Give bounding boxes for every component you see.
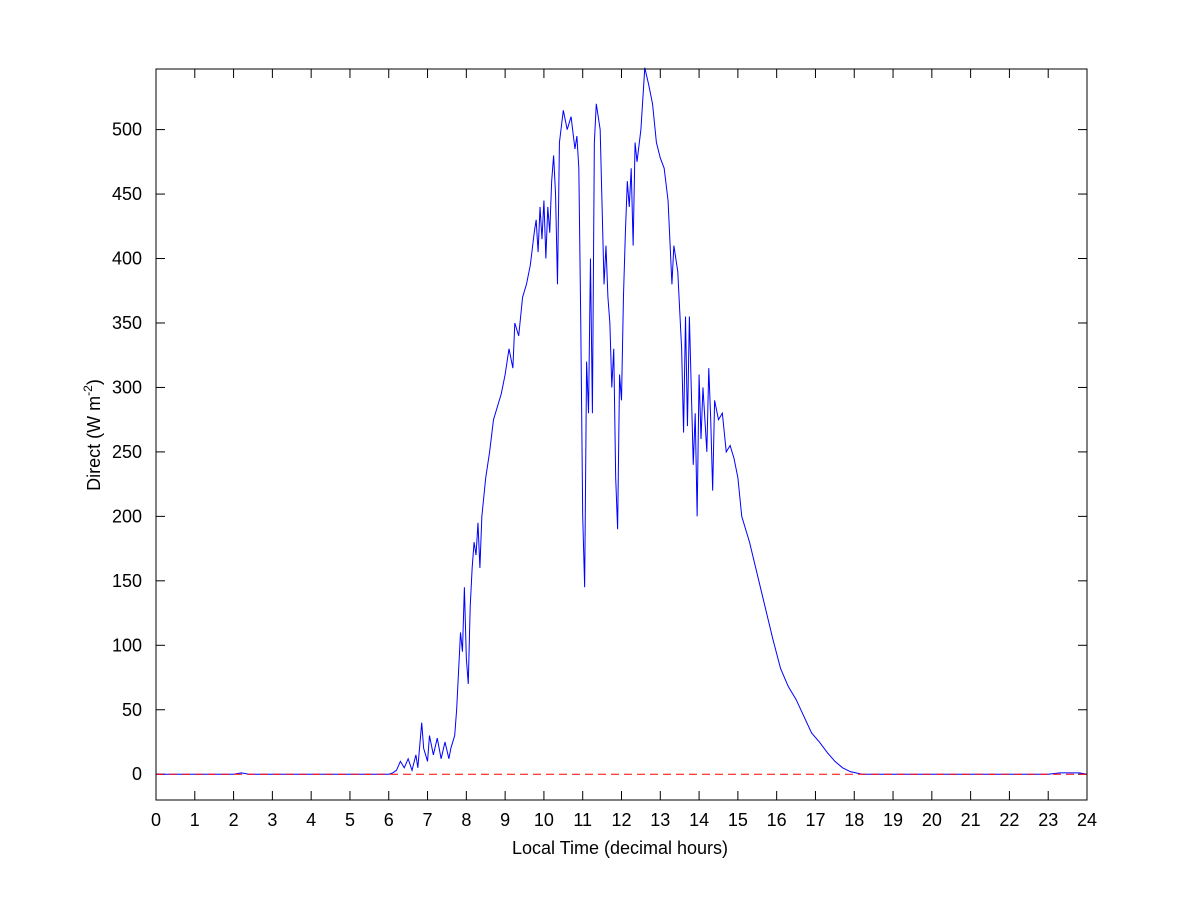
y-tick-label: 300 (112, 377, 142, 397)
x-tick-label: 23 (1038, 810, 1058, 830)
x-tick-label: 10 (534, 810, 554, 830)
y-tick-label: 100 (112, 635, 142, 655)
x-tick-label: 21 (961, 810, 981, 830)
x-tick-label: 19 (883, 810, 903, 830)
x-tick-label: 8 (461, 810, 471, 830)
y-tick-label: 350 (112, 313, 142, 333)
x-tick-label: 3 (267, 810, 277, 830)
y-tick-label: 500 (112, 120, 142, 140)
x-tick-label: 2 (229, 810, 239, 830)
y-label-end: ) (84, 379, 104, 385)
x-tick-label: 20 (922, 810, 942, 830)
x-tick-label: 6 (384, 810, 394, 830)
x-tick-label: 1 (190, 810, 200, 830)
y-label-sup: -2 (81, 385, 95, 396)
y-tick-label: 250 (112, 442, 142, 462)
y-tick-label: 50 (122, 700, 142, 720)
x-tick-label: 15 (728, 810, 748, 830)
x-tick-label: 24 (1077, 810, 1097, 830)
x-tick-label: 17 (805, 810, 825, 830)
x-tick-label: 18 (844, 810, 864, 830)
x-tick-label: 14 (689, 810, 709, 830)
plot-frame (155, 68, 1088, 801)
x-tick-label: 13 (650, 810, 670, 830)
y-tick-label: 0 (132, 764, 142, 784)
y-tick-label: 450 (112, 184, 142, 204)
y-tick-label: 400 (112, 249, 142, 269)
data-line (156, 67, 1088, 775)
y-label-main: Direct (W m (84, 396, 104, 491)
x-tick-label: 0 (151, 810, 161, 830)
x-tick-label: 12 (611, 810, 631, 830)
y-axis-label: Direct (W m-2) (81, 379, 104, 491)
y-tick-label: 200 (112, 506, 142, 526)
x-tick-label: 22 (999, 810, 1019, 830)
x-axis-label: Local Time (decimal hours) (512, 838, 728, 858)
x-tick-label: 16 (767, 810, 787, 830)
y-tick-label: 150 (112, 571, 142, 591)
x-tick-label: 5 (345, 810, 355, 830)
x-tick-label: 4 (306, 810, 316, 830)
x-tick-label: 11 (573, 810, 592, 830)
x-tick-label: 9 (500, 810, 510, 830)
x-tick-label: 7 (423, 810, 433, 830)
